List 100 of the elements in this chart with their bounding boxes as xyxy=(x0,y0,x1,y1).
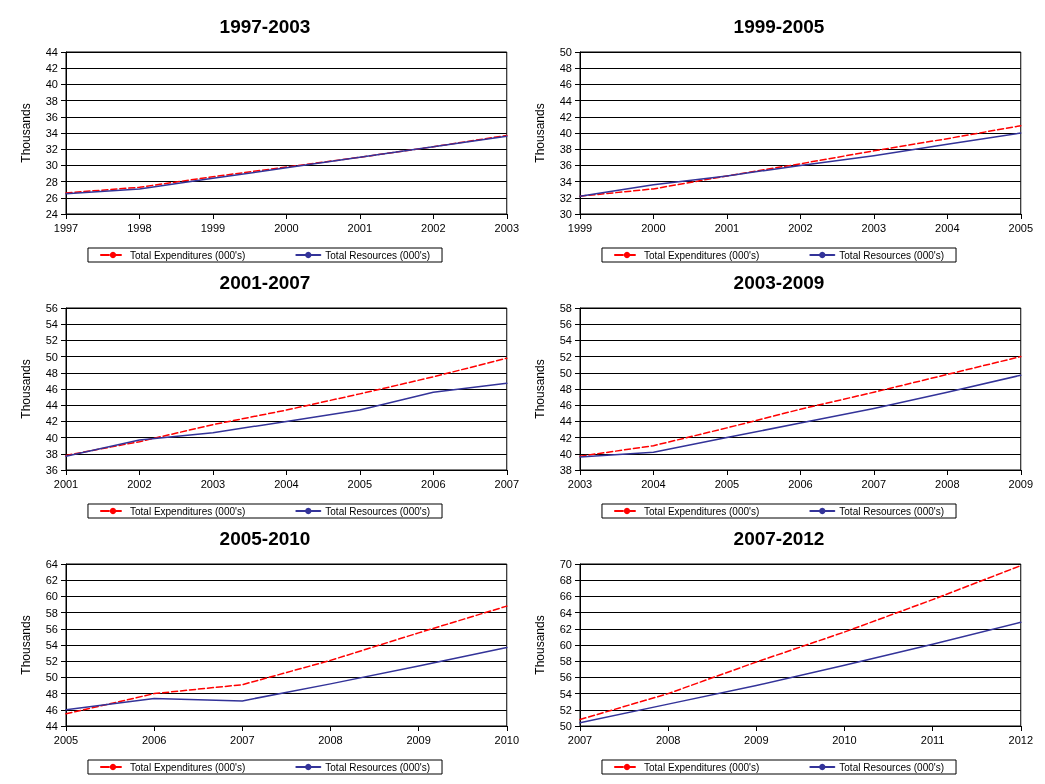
x-tick-label: 2008 xyxy=(655,733,681,746)
x-tick-label: 2007 xyxy=(230,733,255,746)
y-tick-label: 70 xyxy=(559,558,572,570)
y-tick-label: 42 xyxy=(45,62,58,75)
x-tick-label: 2002 xyxy=(788,221,813,234)
y-tick-label: 52 xyxy=(559,350,572,363)
y-tick-label: 30 xyxy=(559,208,572,220)
x-tick-label: 2006 xyxy=(788,477,813,490)
y-tick-label: 36 xyxy=(559,159,572,172)
legend-label: Total Expenditures (000's) xyxy=(643,505,760,517)
x-tick-label: 2003 xyxy=(567,477,593,490)
x-tick-label: 2003 xyxy=(200,477,226,490)
x-tick-label: 2007 xyxy=(861,477,887,490)
y-tick-label: 50 xyxy=(45,350,58,363)
y-tick-label: 40 xyxy=(45,431,58,444)
x-tick-label: 2005 xyxy=(347,477,373,490)
y-tick-label: 46 xyxy=(559,78,572,91)
y-tick-label: 38 xyxy=(559,143,572,156)
y-tick-label: 60 xyxy=(45,590,58,603)
x-tick-label: 2003 xyxy=(494,221,520,234)
y-axis-title: Thousands xyxy=(19,615,33,675)
y-tick-label: 36 xyxy=(45,110,58,123)
y-tick-label: 44 xyxy=(45,46,58,58)
y-tick-label: 64 xyxy=(559,606,572,619)
x-tick-label: 2011 xyxy=(920,733,945,746)
chart-title: 2007-2012 xyxy=(733,528,825,549)
y-tick-label: 38 xyxy=(45,447,58,460)
y-tick-label: 54 xyxy=(45,639,58,651)
x-tick-label: 2006 xyxy=(141,733,167,746)
y-tick-label: 30 xyxy=(45,159,58,172)
y-tick-label: 46 xyxy=(559,399,572,412)
y-tick-label: 54 xyxy=(45,318,58,331)
y-tick-label: 56 xyxy=(45,622,58,635)
x-tick-label: 2008 xyxy=(935,477,960,490)
y-tick-label: 38 xyxy=(45,94,58,107)
y-tick-label: 50 xyxy=(45,671,58,684)
x-tick-label: 2004 xyxy=(641,477,666,490)
y-tick-label: 50 xyxy=(559,46,572,58)
x-tick-label: 2009 xyxy=(406,733,431,746)
y-tick-label: 50 xyxy=(559,366,572,379)
y-tick-label: 32 xyxy=(559,191,572,204)
y-tick-label: 24 xyxy=(45,208,58,220)
y-tick-label: 58 xyxy=(45,606,58,619)
y-tick-label: 52 xyxy=(559,703,572,716)
x-tick-label: 2007 xyxy=(494,477,520,490)
y-tick-label: 40 xyxy=(559,447,572,460)
chart-title: 1997-2003 xyxy=(219,16,311,37)
legend-label: Total Resources (000's) xyxy=(839,761,945,773)
y-tick-label: 46 xyxy=(45,703,58,716)
y-tick-label: 68 xyxy=(559,574,572,587)
x-tick-label: 2004 xyxy=(274,477,299,490)
y-tick-label: 62 xyxy=(559,622,572,635)
y-axis-title: Thousands xyxy=(533,359,547,419)
legend-label: Total Expenditures (000's) xyxy=(129,249,246,261)
legend-label: Total Resources (000's) xyxy=(325,761,431,773)
y-tick-label: 58 xyxy=(559,302,572,314)
x-tick-label: 2005 xyxy=(714,477,740,490)
y-tick-label: 28 xyxy=(45,175,58,188)
x-tick-label: 2010 xyxy=(832,733,857,746)
y-tick-label: 42 xyxy=(45,415,58,428)
legend-label: Total Expenditures (000's) xyxy=(643,761,760,773)
y-axis-title: Thousands xyxy=(533,103,547,163)
x-tick-label: 2006 xyxy=(421,477,446,490)
x-tick-label: 2002 xyxy=(421,221,446,234)
y-tick-label: 38 xyxy=(559,464,572,476)
x-tick-label: 2001 xyxy=(714,221,740,234)
legend-label: Total Resources (000's) xyxy=(839,249,945,261)
x-tick-label: 2005 xyxy=(1008,221,1034,234)
y-tick-label: 46 xyxy=(45,383,58,395)
y-tick-label: 48 xyxy=(45,366,58,379)
y-tick-label: 44 xyxy=(45,720,58,732)
chart-title: 2003-2009 xyxy=(733,272,825,293)
x-tick-label: 2004 xyxy=(935,221,960,234)
x-tick-label: 1999 xyxy=(200,221,226,234)
y-tick-label: 48 xyxy=(45,687,58,700)
x-tick-label: 2001 xyxy=(53,477,79,490)
y-tick-label: 54 xyxy=(559,334,572,347)
y-tick-label: 62 xyxy=(45,574,58,587)
y-tick-label: 42 xyxy=(559,110,572,123)
y-tick-label: 48 xyxy=(559,383,572,395)
y-tick-label: 26 xyxy=(45,191,58,204)
y-tick-label: 40 xyxy=(45,78,58,91)
chart-title: 1999-2005 xyxy=(733,16,825,37)
y-tick-label: 66 xyxy=(559,590,572,603)
y-axis-title: Thousands xyxy=(19,359,33,419)
legend-label: Total Resources (000's) xyxy=(325,249,431,261)
y-tick-label: 56 xyxy=(559,671,572,684)
y-tick-label: 56 xyxy=(45,302,58,314)
y-tick-label: 58 xyxy=(559,655,572,668)
x-tick-label: 2000 xyxy=(641,221,666,234)
legend-label: Total Expenditures (000's) xyxy=(129,505,246,517)
y-tick-label: 44 xyxy=(559,415,572,428)
chart-title: 2001-2007 xyxy=(219,272,311,293)
y-tick-label: 60 xyxy=(559,639,572,651)
x-tick-label: 2010 xyxy=(494,733,520,746)
legend-label: Total Expenditures (000's) xyxy=(643,249,760,261)
x-tick-label: 2002 xyxy=(127,477,152,490)
y-tick-label: 40 xyxy=(559,127,572,139)
x-tick-label: 2007 xyxy=(567,733,593,746)
y-axis-title: Thousands xyxy=(533,615,547,675)
